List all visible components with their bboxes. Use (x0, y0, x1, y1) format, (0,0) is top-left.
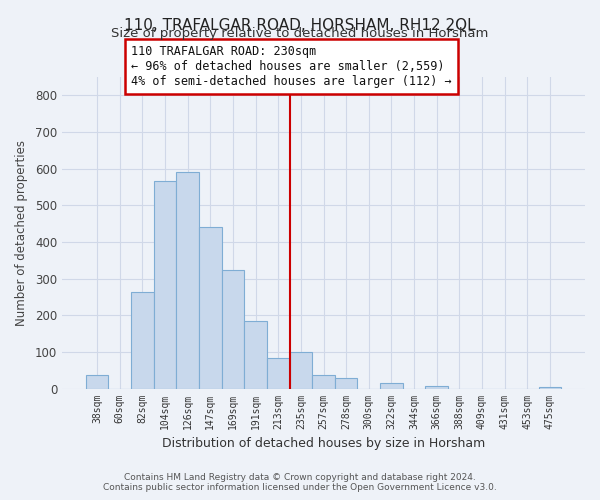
Bar (425, 386, 448, 388)
Y-axis label: Number of detached properties: Number of detached properties (15, 140, 28, 326)
Bar (380, 383, 403, 388)
Bar (267, 358, 290, 388)
Bar (176, 172, 199, 388)
Bar (86, 374, 109, 388)
Bar (154, 180, 176, 388)
Bar (221, 270, 244, 388)
Text: 110, TRAFALGAR ROAD, HORSHAM, RH12 2QL: 110, TRAFALGAR ROAD, HORSHAM, RH12 2QL (124, 18, 476, 32)
Text: 110 TRAFALGAR ROAD: 230sqm
← 96% of detached houses are smaller (2,559)
4% of se: 110 TRAFALGAR ROAD: 230sqm ← 96% of deta… (131, 45, 452, 88)
Bar (199, 227, 221, 388)
Text: Contains HM Land Registry data © Crown copyright and database right 2024.
Contai: Contains HM Land Registry data © Crown c… (103, 473, 497, 492)
X-axis label: Distribution of detached houses by size in Horsham: Distribution of detached houses by size … (162, 437, 485, 450)
Bar (335, 378, 358, 388)
Bar (131, 292, 154, 388)
Bar (290, 352, 312, 389)
Bar (244, 321, 267, 388)
Bar (312, 374, 335, 388)
Text: Size of property relative to detached houses in Horsham: Size of property relative to detached ho… (112, 28, 488, 40)
Bar (539, 386, 561, 388)
